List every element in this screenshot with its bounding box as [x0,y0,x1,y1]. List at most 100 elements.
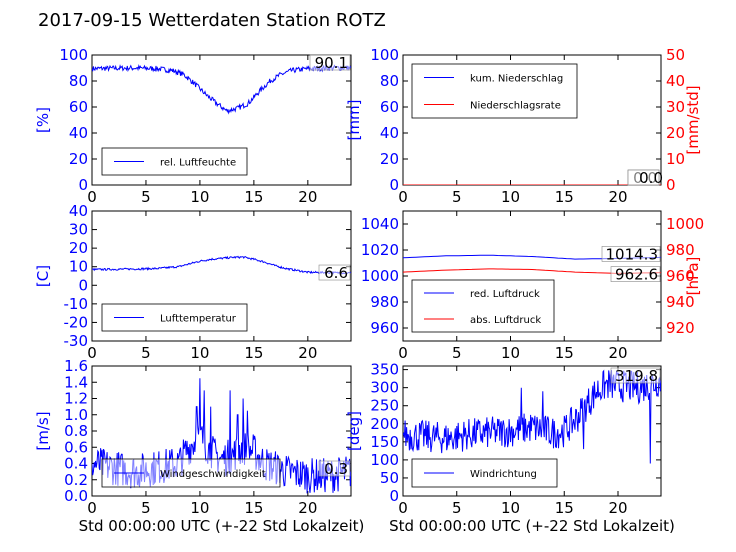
x-tick-label: 15 [244,188,263,206]
last-value-box [601,246,661,262]
x-tick-label: 10 [190,188,209,206]
x-tick-label: 20 [608,188,627,206]
y-tick-label: 40 [380,124,399,142]
y-tick-label: 60 [69,98,88,116]
legend-label: Lufttemperatur [160,314,237,325]
x-tick-label: 15 [555,188,574,206]
y-right-tick-label: 20 [666,124,685,142]
x-tick-label: 0 [87,344,97,362]
y-tick-label: 0.0 [64,487,88,505]
last-value-label: 6.6 [324,264,348,282]
legend-box [411,279,555,333]
legend-box [411,63,578,119]
x-tick-label: 20 [298,344,317,362]
last-value-label: 962.6 [615,266,658,284]
x-tick-label: 20 [608,499,627,517]
y-tick-label: 0.2 [64,471,88,489]
legend-label: red. Luftdruck [470,289,540,300]
x-tick-label: 15 [555,344,574,362]
y-tick-label: 100 [370,451,399,469]
legend-label: Windgeschwindigkeit [160,469,266,480]
y-right-tick-label: 30 [666,98,685,116]
y-tick-label: 20 [69,239,88,257]
chart-pressure: 0 5 10 15 20 960 980 1000 1020 1040 920 940 960 980 10… [361,210,704,362]
y-right-axis-label: [mm/std] [684,85,702,154]
y-tick-label: 1020 [361,241,399,259]
y-tick-label: 30 [69,221,88,239]
x-tick-label: 10 [190,344,209,362]
legend-label: rel. Luftfeuchte [160,158,236,169]
x-axis-label: Std 00:00:00 UTC (+-22 Std Lokalzeit) [389,517,675,535]
plot-frame [91,54,352,186]
y-tick-label: -10 [64,295,89,313]
y-tick-label: 80 [69,72,88,90]
y-tick-label: 20 [380,150,399,168]
last-value-label: 1014.3 [606,245,659,263]
y-tick-label: -20 [64,313,89,331]
y-right-tick-label: 960 [666,267,695,285]
x-tick-label: 5 [141,344,151,362]
y-tick-label: 200 [370,415,399,433]
last-value-box [627,169,660,186]
y-tick-label: 1040 [361,215,399,233]
y-tick-label: -30 [64,332,89,350]
legend-label: Windrichtung [470,469,537,480]
last-value-label: 319.8 [615,367,658,385]
y-tick-label: 60 [380,98,399,116]
y-tick-label: 1.6 [64,357,88,375]
y-tick-label: 0.6 [64,438,88,456]
y-right-axis-label: [hPa] [684,257,702,296]
x-tick-label: 20 [298,188,317,206]
y-tick-label: 960 [370,319,399,337]
chart-windspeed: 0 5 10 15 20 0.00.20.40.60.81.01.21.41.6 [m/s]… [34,357,364,535]
last-value-box [318,460,351,477]
y-tick-label: 0 [389,487,399,505]
y-tick-label: 0 [78,176,88,194]
y-tick-label: 0 [78,276,88,294]
x-tick-label: 0 [87,188,97,206]
y-tick-label: 40 [69,202,88,220]
x-tick-label: 10 [501,188,520,206]
chart-temperature: 0 5 10 15 20-30-20-10010203040[C]Lufttempera… [34,202,352,362]
last-value-label: 90.1 [315,54,348,72]
y-tick-label: 980 [370,293,399,311]
plot-frame [91,210,352,342]
y-tick-label: 300 [370,379,399,397]
last-value-label: 0.0 [639,169,663,187]
last-value-label: 0.3 [324,460,348,478]
x-tick-label: 5 [452,344,462,362]
y-tick-label: 1000 [361,267,399,285]
x-tick-label: 0 [398,188,408,206]
y-tick-label: 10 [69,258,88,276]
y-tick-label: 100 [59,46,88,64]
y-tick-label: 1.0 [64,406,88,424]
last-value-box [309,54,351,71]
x-tick-label: 0 [398,499,408,517]
last-value-box [610,367,661,384]
chart-humidity: 0 5 10 15 20 0 20 40 60 80 100 [%] rel. Luftfeuchte 9… [34,46,352,206]
x-tick-label: 0 [87,499,97,517]
x-tick-label: 0 [398,344,408,362]
y-tick-label: 100 [370,46,399,64]
y-tick-label: 0.8 [64,422,88,440]
last-value-box [610,266,661,282]
last-value-box [318,264,351,281]
y-tick-label: 20 [69,150,88,168]
y-tick-label: 0.4 [64,455,88,473]
y-right-tick-label: 940 [666,293,695,311]
y-right-tick-label: 0 [666,176,676,194]
y-tick-label: 1.2 [64,390,88,408]
y-tick-label: 0 [389,176,399,194]
x-tick-label: 20 [298,499,317,517]
y-tick-label: 1.4 [64,373,88,391]
x-tick-label: 15 [555,499,574,517]
y-axis-label: [deg] [345,411,363,451]
y-tick-label: 40 [69,124,88,142]
y-tick-label: 250 [370,397,399,415]
x-tick-label: 15 [244,344,263,362]
y-right-tick-label: 40 [666,72,685,90]
y-tick-label: 80 [380,72,399,90]
legend-label: abs. Luftdruck [470,315,541,326]
x-tick-label: 5 [452,499,462,517]
